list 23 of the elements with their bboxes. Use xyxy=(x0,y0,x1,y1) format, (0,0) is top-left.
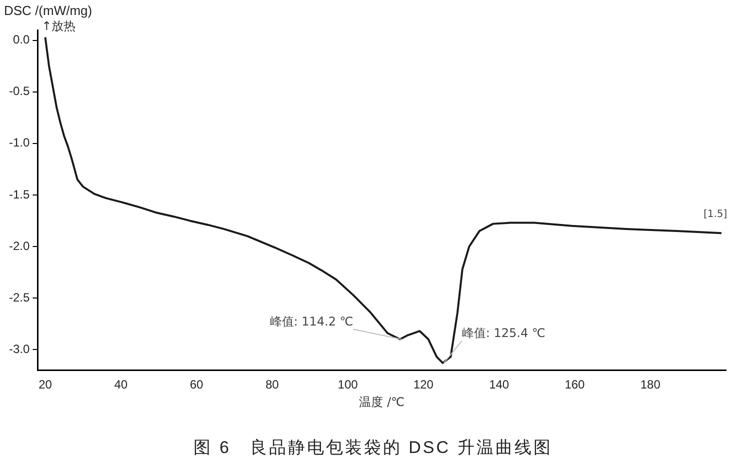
text: 图 6 良品静电包装袋的 DSC 升温曲线图 xyxy=(192,437,554,459)
x-tick-label: 20 xyxy=(38,378,52,392)
x-tick-label: 80 xyxy=(265,378,280,392)
x-tick-label: 60 xyxy=(190,378,204,392)
x-tick-label: 140 xyxy=(489,378,510,392)
y-axis-title: DSC /(mW/mg) xyxy=(4,3,92,18)
x-tick-label: 160 xyxy=(564,378,586,392)
annotation: [1.5] xyxy=(703,209,728,220)
y-tick-label: -3.0 xyxy=(8,342,30,356)
y-tick-label: -1.5 xyxy=(8,187,30,202)
x-tick-label: 180 xyxy=(640,378,661,392)
annotation: ↑放热 xyxy=(42,19,76,33)
x-tick-label: 40 xyxy=(114,378,128,392)
y-tick-label: -2.0 xyxy=(8,238,30,253)
y-tick-label: 0.0 xyxy=(12,32,30,47)
x-tick-label: 100 xyxy=(338,378,358,392)
annotation: 峰值: 114.2 ℃ xyxy=(270,314,354,328)
y-tick-label: -2.5 xyxy=(8,290,30,304)
y-tick-label: -1.0 xyxy=(8,136,30,150)
x-tick-label: 120 xyxy=(413,378,434,392)
x-axis-title: 温度 /℃ xyxy=(359,394,405,409)
annotation: 峰值: 125.4 ℃ xyxy=(462,326,546,340)
y-tick-label: -0.5 xyxy=(8,84,30,98)
